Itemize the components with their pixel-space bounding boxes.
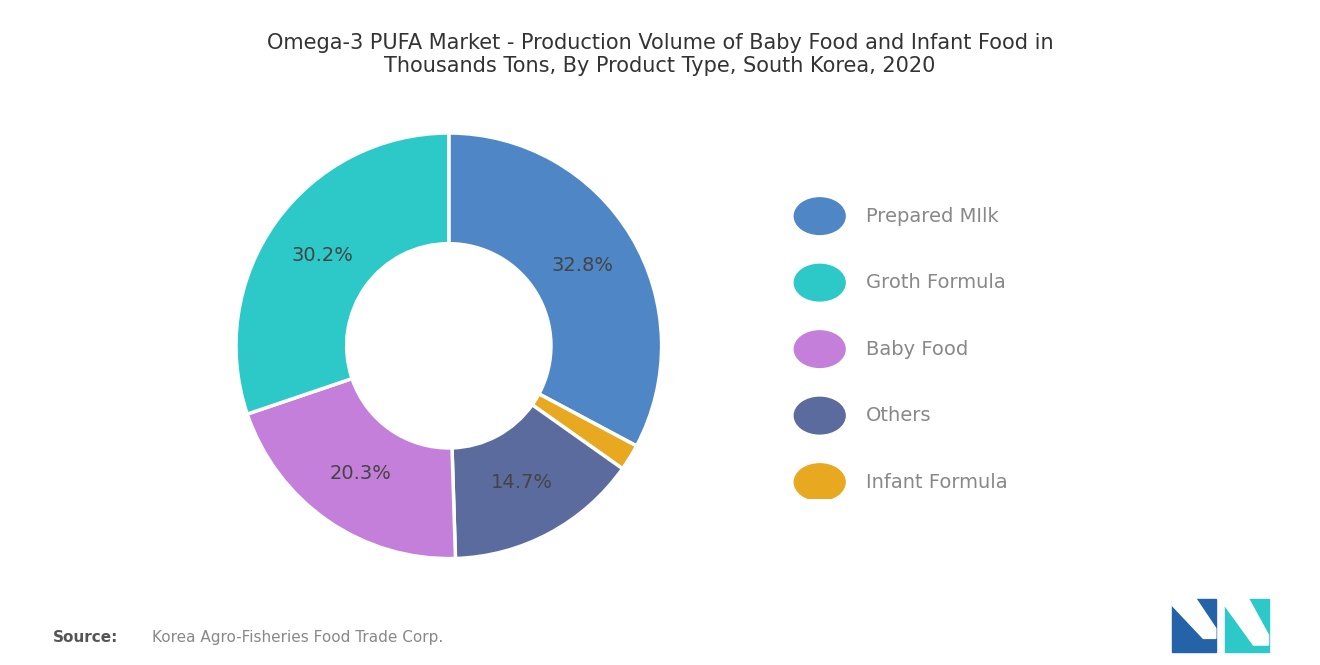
Text: Omega-3 PUFA Market - Production Volume of Baby Food and Infant Food in
Thousand: Omega-3 PUFA Market - Production Volume … <box>267 33 1053 76</box>
Text: Infant Formula: Infant Formula <box>866 473 1007 491</box>
Wedge shape <box>532 394 636 469</box>
Text: 20.3%: 20.3% <box>329 464 391 483</box>
Wedge shape <box>449 133 661 446</box>
Text: 32.8%: 32.8% <box>550 257 612 275</box>
Circle shape <box>795 397 845 434</box>
Wedge shape <box>236 133 449 414</box>
Text: Baby Food: Baby Food <box>866 340 968 358</box>
Circle shape <box>795 264 845 301</box>
Polygon shape <box>1172 598 1216 652</box>
Polygon shape <box>1225 598 1269 652</box>
Circle shape <box>795 331 845 367</box>
Text: Groth Formula: Groth Formula <box>866 273 1006 292</box>
Circle shape <box>795 198 845 235</box>
Polygon shape <box>1225 598 1269 645</box>
Text: Others: Others <box>866 406 932 425</box>
Text: 14.7%: 14.7% <box>491 473 553 492</box>
Wedge shape <box>451 405 623 559</box>
Text: Source:: Source: <box>53 630 119 645</box>
Polygon shape <box>1172 598 1216 638</box>
Text: 30.2%: 30.2% <box>292 246 354 265</box>
Circle shape <box>795 464 845 500</box>
Text: Korea Agro-Fisheries Food Trade Corp.: Korea Agro-Fisheries Food Trade Corp. <box>152 630 444 645</box>
Wedge shape <box>247 378 455 559</box>
Text: Prepared MIlk: Prepared MIlk <box>866 207 999 225</box>
